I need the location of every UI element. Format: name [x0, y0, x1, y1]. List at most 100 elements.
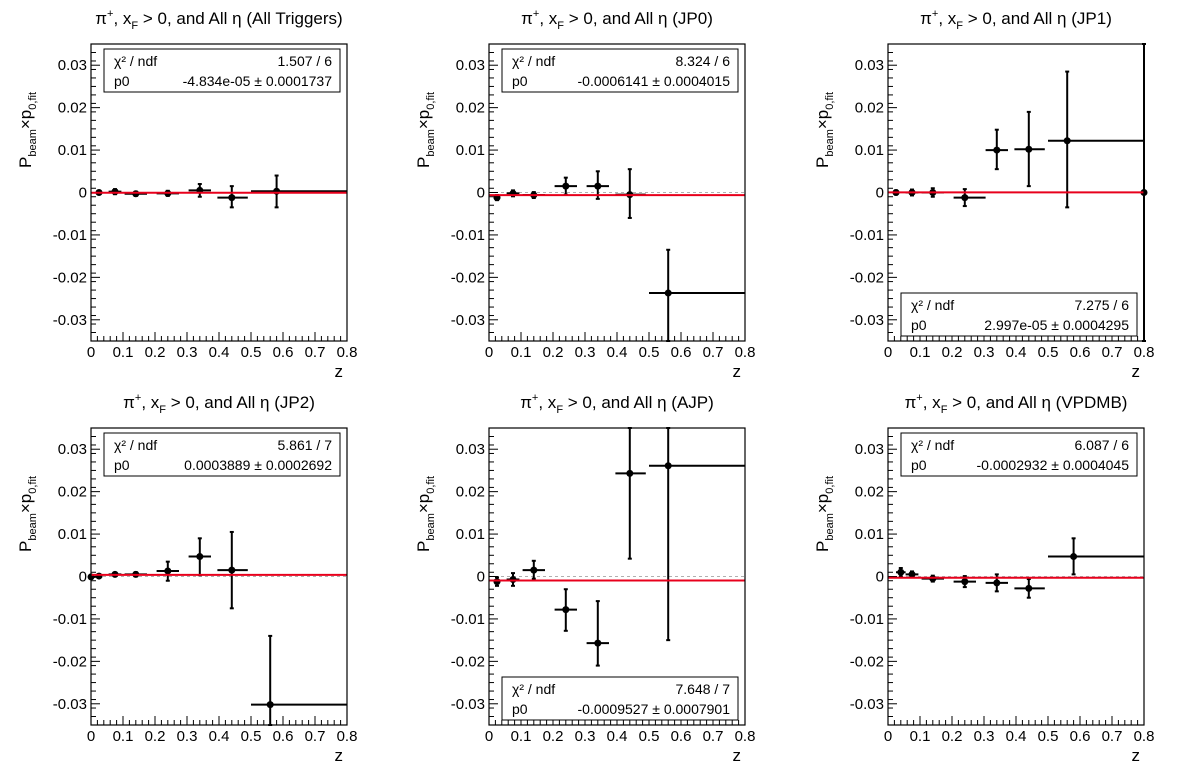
- title-eta: η: [1057, 9, 1066, 28]
- x-tick-label: 0.5: [241, 344, 262, 361]
- data-point: [132, 190, 140, 198]
- x-tick-label: 0.6: [1070, 344, 1091, 361]
- ylabel-times: ×p: [813, 110, 832, 129]
- title-prefix: π: [95, 9, 107, 28]
- data-point: [1063, 137, 1071, 145]
- x-tick-label: 0.2: [543, 344, 564, 361]
- y-tick-label: 0.01: [855, 142, 884, 159]
- title-eta: η: [657, 393, 666, 412]
- stats-p0-label: p0: [911, 317, 927, 333]
- ylabel-sub1: beam: [425, 129, 437, 157]
- x-tick-label: 0.2: [543, 728, 564, 745]
- stats-p0-value: 0.0003889 ± 0.0002692: [184, 457, 332, 473]
- stats-chi2-label: χ² / ndf: [911, 297, 954, 313]
- data-point: [95, 572, 103, 580]
- x-tick-label: 0.3: [974, 728, 995, 745]
- y-tick-label: 0.01: [456, 142, 485, 159]
- plot-frame: [488, 427, 746, 726]
- data-points: [95, 174, 347, 209]
- x-axis-label: z: [335, 746, 344, 765]
- y-tick-label: 0.02: [855, 484, 884, 501]
- y-tick-label: 0.03: [58, 441, 87, 458]
- y-axis-label: Pbeam×p0,fit: [414, 476, 437, 552]
- data-point: [164, 567, 172, 575]
- stats-p0-value: -0.0009527 ± 0.0007901: [578, 701, 731, 717]
- ylabel-times: ×p: [16, 110, 35, 129]
- y-tick-label: -0.03: [850, 312, 884, 329]
- chart-title: π+, xF > 0, and All η (JP0): [521, 8, 713, 32]
- x-tick-label: 0.8: [735, 344, 756, 361]
- x-tick-label: 0: [884, 344, 892, 361]
- panel-5: π+, xF > 0, and All η (AJP) 0 0.1 0.2 0.3 0.4…: [414, 392, 755, 765]
- title-suffix: (JP2): [270, 393, 315, 412]
- stats-box: [900, 292, 1138, 337]
- y-tick-label: 0.01: [58, 142, 87, 159]
- title-sub: F: [159, 404, 166, 416]
- title-sup: +: [107, 8, 113, 20]
- x-tick-label: 0.5: [241, 728, 262, 745]
- data-point: [1025, 584, 1033, 592]
- data-point: [530, 566, 538, 574]
- stats-p0-value: -4.834e-05 ± 0.0001737: [183, 73, 333, 89]
- stats-box: [103, 48, 341, 93]
- title-eta: η: [658, 9, 667, 28]
- y-tick-label: -0.02: [451, 269, 485, 286]
- title-mid2: > 0, and All: [563, 393, 657, 412]
- x-tick-label: 0.6: [1070, 728, 1091, 745]
- data-point: [1070, 553, 1078, 561]
- x-tick-label: 0.6: [273, 344, 294, 361]
- x-tick-label: 0.7: [703, 728, 724, 745]
- y-tick-label: -0.03: [451, 696, 485, 713]
- title-sup: +: [916, 392, 922, 404]
- stats-chi2-value: 7.275 / 6: [1075, 297, 1130, 313]
- x-tick-label: 0.4: [1006, 344, 1027, 361]
- title-mid1: , x: [938, 9, 956, 28]
- chart-title: π+, xF > 0, and All η (JP2): [123, 392, 315, 416]
- stats-p0-label: p0: [512, 701, 528, 717]
- title-sup: +: [932, 8, 938, 20]
- title-sup: +: [532, 392, 538, 404]
- y-tick-label: 0.03: [456, 57, 485, 74]
- data-point: [594, 639, 602, 647]
- ylabel-main: P: [813, 541, 832, 552]
- x-tick-label: 0.5: [1038, 728, 1059, 745]
- stats-box: [501, 48, 739, 93]
- y-tick-label: -0.01: [451, 227, 485, 244]
- y-tick-label: -0.01: [850, 611, 884, 628]
- title-suffix: (JP0): [668, 9, 713, 28]
- stats-chi2-label: χ² / ndf: [512, 681, 555, 697]
- title-mid1: , x: [539, 9, 557, 28]
- ylabel-sub1: beam: [824, 129, 836, 157]
- x-tick-label: 0.3: [974, 344, 995, 361]
- ylabel-main: P: [414, 541, 433, 552]
- stats-chi2-value: 5.861 / 7: [278, 437, 333, 453]
- stats-box: [900, 432, 1138, 477]
- plot-frame: [887, 427, 1145, 726]
- y-axis-label: Pbeam×p0,fit: [16, 476, 39, 552]
- y-tick-label: -0.03: [53, 312, 87, 329]
- x-tick-label: 0.4: [1006, 728, 1027, 745]
- x-tick-label: 0.3: [575, 344, 596, 361]
- title-sup: +: [135, 392, 141, 404]
- title-sub: F: [556, 404, 563, 416]
- y-tick-label: -0.01: [53, 227, 87, 244]
- y-tick-label: -0.01: [850, 227, 884, 244]
- y-tick-label: 0: [79, 185, 87, 202]
- x-tick-label: 0.4: [209, 728, 230, 745]
- x-tick-label: 0: [485, 728, 493, 745]
- y-tick-label: 0.02: [456, 484, 485, 501]
- data-point: [196, 553, 204, 561]
- x-tick-label: 0.6: [671, 344, 692, 361]
- x-tick-label: 0.8: [337, 728, 358, 745]
- data-point: [594, 182, 602, 190]
- title-mid1: , x: [113, 9, 131, 28]
- x-tick-label: 0.2: [942, 344, 963, 361]
- x-tick-label: 0.7: [1102, 728, 1123, 745]
- y-tick-label: 0.03: [456, 441, 485, 458]
- title-suffix: (JP1): [1067, 9, 1112, 28]
- x-tick-label: 0.4: [607, 344, 628, 361]
- panel-4: π+, xF > 0, and All η (JP2) 0 0.1 0.2 0.3 0.4…: [16, 392, 357, 765]
- ylabel-sub2: 0,fit: [27, 476, 39, 494]
- y-tick-label: 0.03: [855, 441, 884, 458]
- x-tick-label: 0.3: [177, 728, 198, 745]
